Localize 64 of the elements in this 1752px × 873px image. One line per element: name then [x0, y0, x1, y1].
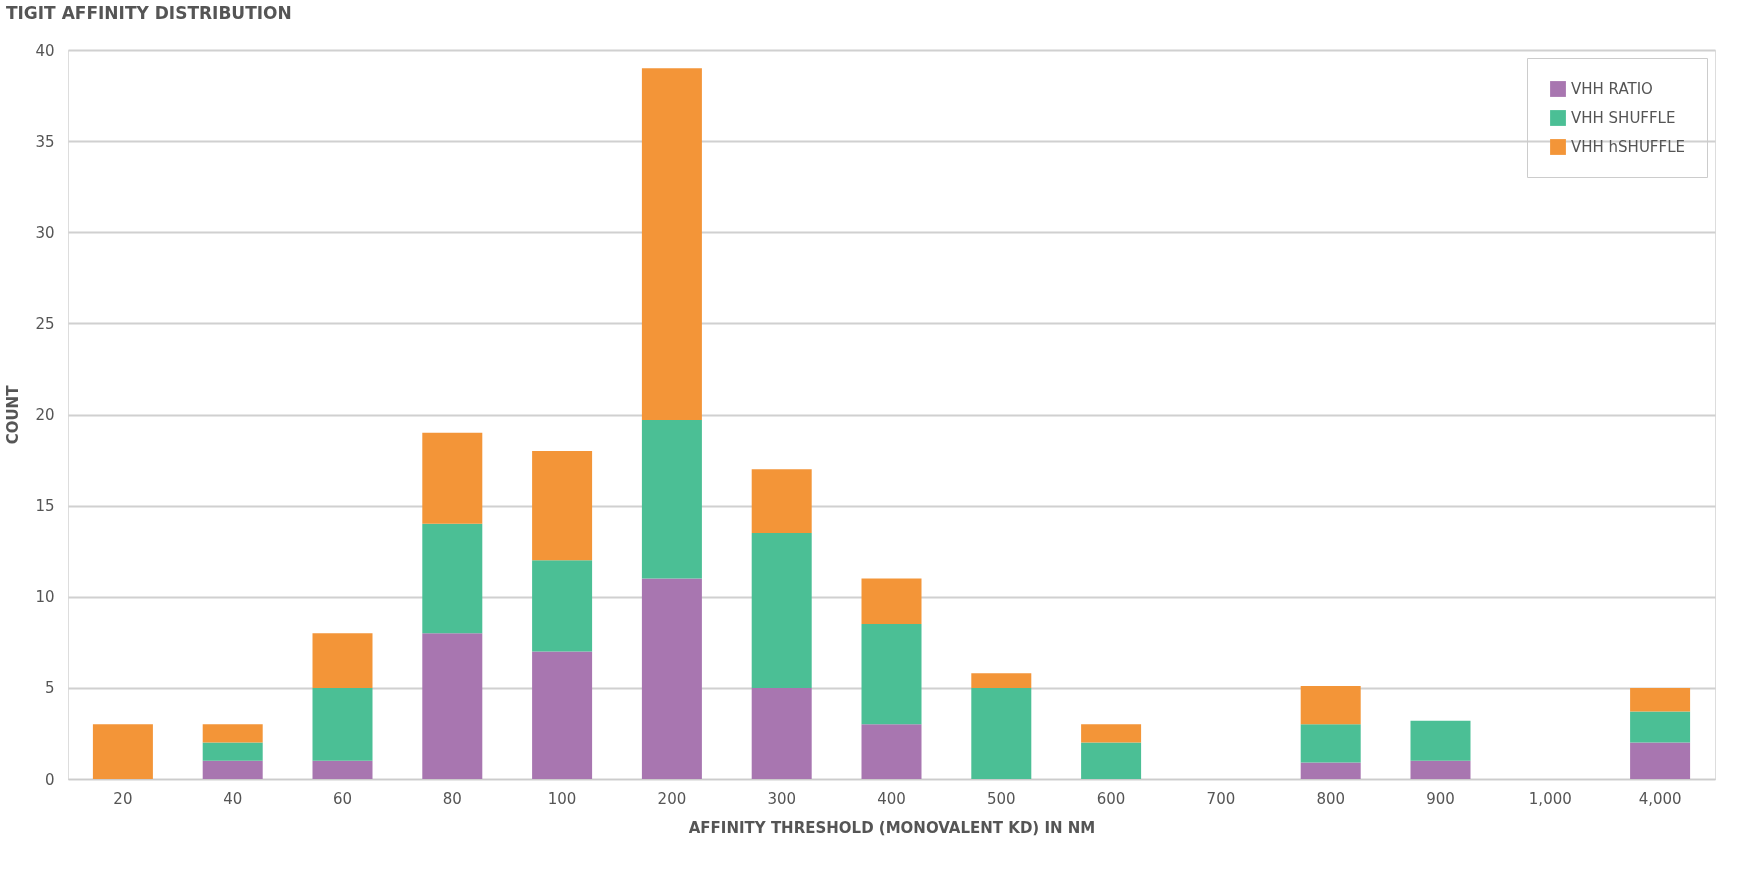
bar [751, 687, 812, 779]
y-tick-label: 25 [35, 314, 55, 333]
bar [1410, 720, 1471, 761]
bar [422, 523, 483, 634]
bar [92, 724, 153, 779]
y-tick-label: 35 [35, 132, 55, 151]
bar [312, 633, 373, 688]
x-tick-label: 100 [547, 789, 577, 808]
x-tick-label: 300 [767, 789, 797, 808]
x-axis-title: AFFINITY THRESHOLD (MONOVALENT KD) IN NM [688, 818, 1096, 837]
x-tick-label: 80 [442, 789, 462, 808]
x-tick-label: 60 [332, 789, 353, 808]
bar [202, 742, 263, 761]
bar [1300, 724, 1361, 763]
bar [1300, 686, 1361, 725]
x-tick-label: 400 [877, 789, 906, 808]
x-tick-label: 900 [1426, 789, 1455, 808]
y-tick-label: 15 [35, 497, 55, 516]
bar [312, 687, 373, 761]
bar [312, 760, 373, 779]
bar [861, 578, 922, 625]
bar [751, 532, 812, 688]
bar [532, 651, 593, 779]
y-tick-label: 10 [35, 588, 55, 607]
bar [202, 760, 263, 779]
bar [422, 432, 483, 524]
bar [641, 578, 702, 779]
bar [971, 687, 1032, 779]
bar [1630, 687, 1691, 712]
y-tick-label: 40 [35, 41, 55, 60]
bar [532, 560, 593, 652]
legend-label: VHH hSHUFFLE [1571, 138, 1685, 156]
bar [641, 68, 702, 420]
legend-label: VHH SHUFFLE [1571, 109, 1676, 127]
x-tick-label: 600 [1096, 789, 1126, 808]
y-tick-label: 30 [35, 223, 55, 242]
bar [861, 624, 922, 725]
x-tick-label: 200 [657, 789, 687, 808]
bar [971, 673, 1032, 688]
bar [1081, 742, 1142, 779]
x-tick-label: 1,000 [1528, 789, 1572, 808]
y-tick-label: 0 [44, 770, 55, 789]
x-tick-label: 800 [1316, 789, 1346, 808]
x-tick-label: 40 [223, 789, 243, 808]
bar [1630, 742, 1691, 779]
y-axis-title: COUNT [4, 384, 23, 445]
x-tick-label: 4,000 [1638, 789, 1682, 808]
y-tick-label: 5 [44, 679, 55, 698]
bar [751, 469, 812, 533]
bar [641, 419, 702, 579]
chart-title: TIGIT AFFINITY DISTRIBUTION [5, 3, 292, 23]
bar [202, 724, 263, 743]
bar [422, 633, 483, 779]
bar [1300, 762, 1361, 779]
bar [1410, 760, 1471, 779]
x-tick-label: 20 [113, 789, 133, 808]
x-tick-label: 700 [1206, 789, 1236, 808]
bar [861, 724, 922, 779]
legend-label: VHH RATIO [1571, 80, 1653, 98]
bar [532, 450, 593, 561]
bar [1630, 711, 1691, 743]
x-tick-label: 500 [986, 789, 1016, 808]
y-tick-label: 20 [35, 406, 55, 424]
bar [1081, 724, 1142, 743]
